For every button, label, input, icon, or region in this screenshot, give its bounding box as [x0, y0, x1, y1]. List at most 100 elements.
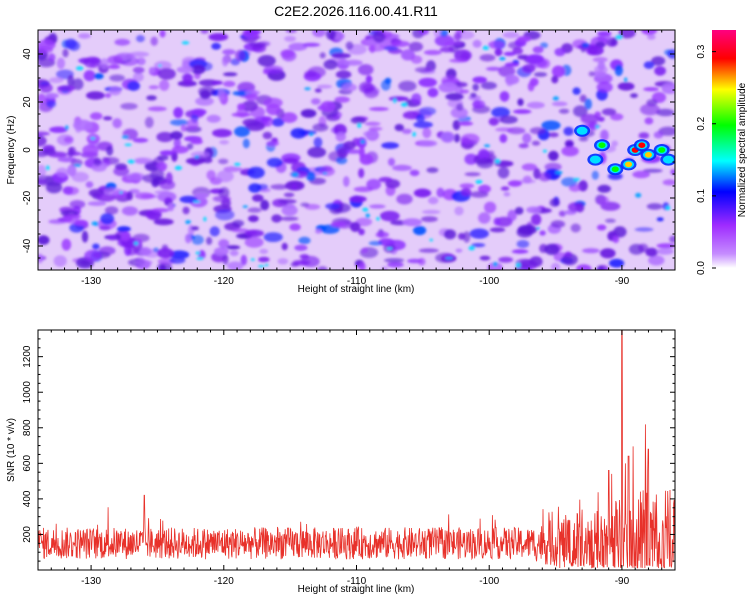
heatmap-cell — [580, 113, 599, 124]
heatmap-cell — [232, 228, 249, 233]
heatmap-cell — [186, 143, 194, 150]
heatmap-cell — [526, 54, 544, 64]
heatmap-cell — [558, 210, 567, 217]
hotspot-core — [591, 156, 599, 163]
heatmap-cell — [563, 126, 574, 136]
heatmap-cell — [325, 30, 337, 40]
heatmap-cell-bright — [192, 200, 201, 203]
figure-title: C2E2.2026.116.00.41.R11 — [274, 3, 438, 19]
heatmap-cell — [498, 65, 516, 78]
heatmap-cell — [307, 146, 327, 158]
heatmap-cell — [375, 231, 389, 238]
heatmap-cell-bright — [412, 131, 416, 137]
hotspot-core — [658, 147, 666, 153]
heatmap-cell — [320, 224, 340, 234]
heatmap-cell — [209, 226, 220, 237]
heatmap-cell — [171, 145, 189, 154]
heatmap-cell — [610, 113, 624, 121]
heatmap-cell — [640, 103, 660, 116]
heatmap-cell — [485, 66, 502, 71]
heatmap-cell — [372, 31, 386, 43]
heatmap-cell — [421, 216, 438, 223]
heatmap-cell — [38, 39, 56, 51]
heatmap-cell — [521, 163, 538, 171]
heatmap-cell — [459, 183, 475, 189]
heatmap-cell — [378, 176, 393, 183]
heatmap-cell-bright — [203, 216, 207, 222]
heatmap-cell — [522, 64, 536, 73]
heatmap-cell-bright — [393, 98, 397, 104]
heatmap-cell — [99, 225, 111, 231]
heatmap-cell — [121, 206, 138, 216]
heatmap-cell — [494, 48, 503, 57]
heatmap-cell-bright — [360, 139, 366, 144]
heatmap-cell — [260, 199, 270, 211]
heatmap-cell — [343, 141, 356, 150]
heatmap-cell — [539, 230, 546, 236]
heatmap-cell — [414, 66, 432, 73]
heatmap-cell — [402, 218, 423, 227]
heatmap-cell — [576, 264, 592, 270]
heatmap-cell — [596, 224, 607, 231]
heatmap-cell — [70, 158, 83, 167]
colorbar-label: Normalized spectral amplitude — [737, 82, 748, 217]
heatmap-cell — [87, 201, 107, 207]
heatmap-cell — [596, 265, 605, 270]
heatmap-cell — [93, 157, 102, 166]
heatmap-cell-bright — [445, 256, 453, 260]
heatmap-cell — [436, 187, 445, 198]
y-tick-label: 400 — [22, 490, 33, 507]
heatmap-cell — [284, 35, 296, 42]
heatmap-cell-bright — [552, 96, 560, 101]
heatmap-cell — [69, 200, 86, 209]
heatmap-cell-bright — [124, 143, 132, 147]
heatmap-cell — [147, 106, 167, 112]
heatmap-cell — [298, 236, 311, 245]
heatmap-cell — [127, 246, 137, 256]
heatmap-cell — [460, 133, 480, 145]
heatmap-cell — [289, 223, 301, 231]
heatmap-cell — [507, 180, 522, 187]
heatmap-cell — [310, 98, 321, 105]
heatmap-cell — [643, 168, 663, 173]
heatmap-cell — [159, 79, 170, 91]
heatmap-cell — [169, 250, 190, 259]
heatmap-cell-bright — [158, 64, 162, 67]
snr-x-axis-label: Height of straight line (km) — [298, 584, 415, 595]
heatmap-cell — [82, 144, 99, 157]
heatmap-cell — [244, 236, 264, 248]
heatmap-cell — [551, 65, 565, 78]
heatmap-cell — [472, 76, 488, 84]
heatmap-cell — [169, 257, 186, 264]
heatmap-cell — [517, 98, 524, 106]
heatmap-cell — [38, 235, 50, 245]
heatmap-cell — [614, 64, 623, 77]
heatmap-cell — [61, 238, 72, 251]
heatmap-cell — [93, 73, 104, 80]
heatmap-cell — [112, 118, 122, 129]
heatmap-cell — [56, 167, 69, 178]
heatmap-cell — [368, 126, 383, 131]
heatmap-cell — [120, 231, 131, 242]
heatmap-cell — [153, 247, 159, 253]
heatmap-cell — [56, 57, 66, 69]
heatmap-cell — [582, 248, 600, 254]
heatmap-cell — [331, 53, 351, 59]
heatmap-cell — [591, 170, 599, 180]
heatmap-cell — [314, 88, 322, 93]
heatmap-cell — [656, 108, 675, 117]
heatmap-cell — [617, 82, 635, 91]
heatmap-cell — [550, 220, 566, 228]
heatmap-cell — [240, 254, 247, 266]
heatmap-cell — [592, 56, 608, 63]
heatmap-cell — [478, 184, 491, 194]
heatmap-cell — [472, 83, 480, 92]
heatmap-cell — [190, 151, 211, 159]
heatmap-cell — [83, 70, 96, 82]
heatmap-cell — [100, 213, 115, 225]
heatmap-cell-bright — [309, 133, 314, 136]
heatmap-cell — [450, 107, 468, 119]
heatmap-cell — [90, 112, 103, 120]
heatmap-cell — [320, 101, 336, 112]
heatmap-cell — [365, 75, 373, 84]
